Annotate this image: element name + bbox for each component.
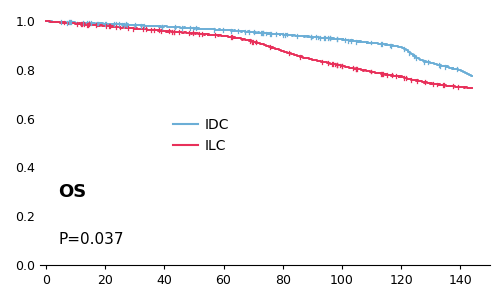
Text: P=0.037: P=0.037 — [58, 232, 124, 247]
Legend: IDC, ILC: IDC, ILC — [173, 118, 230, 153]
Text: OS: OS — [58, 183, 86, 201]
